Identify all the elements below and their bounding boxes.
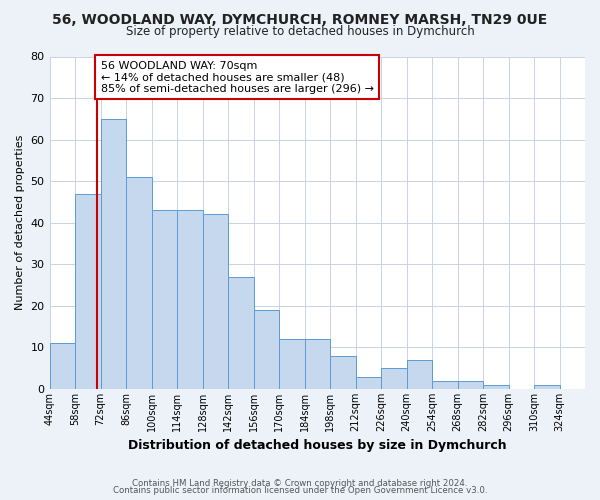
- Bar: [101, 119, 126, 389]
- Bar: [407, 360, 432, 389]
- Text: Size of property relative to detached houses in Dymchurch: Size of property relative to detached ho…: [125, 25, 475, 38]
- X-axis label: Distribution of detached houses by size in Dymchurch: Distribution of detached houses by size …: [128, 440, 506, 452]
- Bar: [356, 376, 381, 389]
- Y-axis label: Number of detached properties: Number of detached properties: [15, 135, 25, 310]
- Text: 56 WOODLAND WAY: 70sqm
← 14% of detached houses are smaller (48)
85% of semi-det: 56 WOODLAND WAY: 70sqm ← 14% of detached…: [101, 60, 374, 94]
- Bar: [458, 380, 483, 389]
- Bar: [305, 339, 330, 389]
- Bar: [483, 385, 509, 389]
- Bar: [126, 177, 152, 389]
- Bar: [534, 385, 560, 389]
- Bar: [203, 214, 228, 389]
- Text: 56, WOODLAND WAY, DYMCHURCH, ROMNEY MARSH, TN29 0UE: 56, WOODLAND WAY, DYMCHURCH, ROMNEY MARS…: [52, 12, 548, 26]
- Bar: [330, 356, 356, 389]
- Bar: [50, 344, 75, 389]
- Bar: [279, 339, 305, 389]
- Text: Contains HM Land Registry data © Crown copyright and database right 2024.: Contains HM Land Registry data © Crown c…: [132, 478, 468, 488]
- Bar: [228, 277, 254, 389]
- Bar: [254, 310, 279, 389]
- Bar: [177, 210, 203, 389]
- Bar: [585, 385, 600, 389]
- Bar: [381, 368, 407, 389]
- Bar: [152, 210, 177, 389]
- Bar: [75, 194, 101, 389]
- Text: Contains public sector information licensed under the Open Government Licence v3: Contains public sector information licen…: [113, 486, 487, 495]
- Bar: [432, 380, 458, 389]
